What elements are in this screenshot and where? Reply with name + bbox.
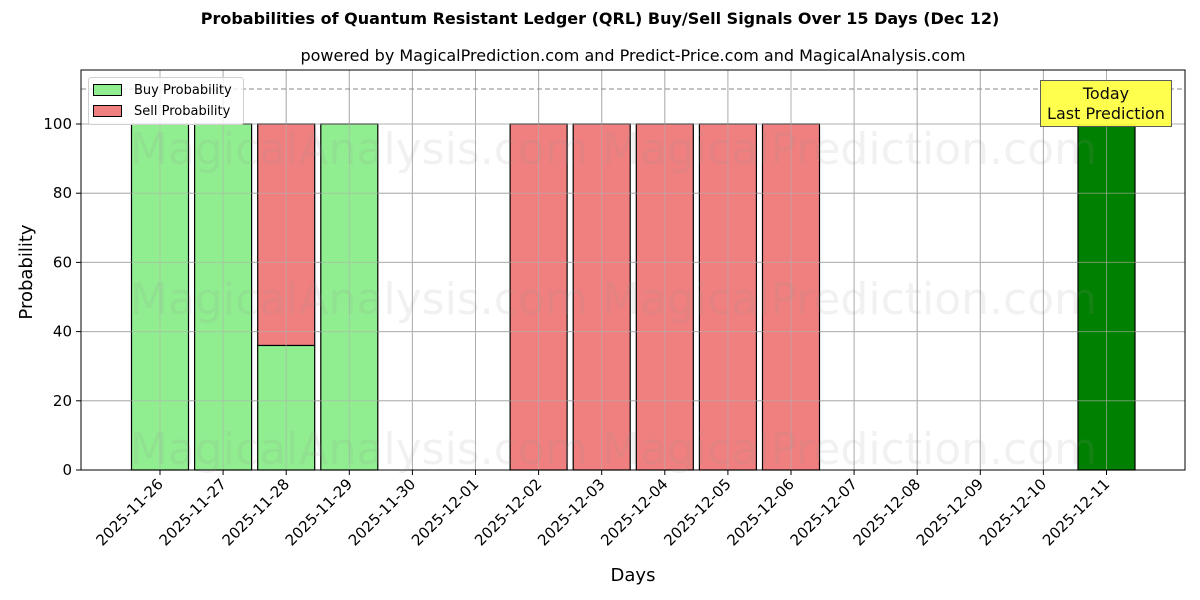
x-tick-label: 2025-11-30 bbox=[345, 475, 419, 549]
x-axis: 2025-11-262025-11-272025-11-282025-11-29… bbox=[92, 470, 1113, 549]
y-tick-label: 0 bbox=[62, 461, 72, 479]
legend: Buy Probability Sell Probability bbox=[88, 77, 244, 125]
y-tick-label: 80 bbox=[53, 184, 72, 202]
chart-title: Probabilities of Quantum Resistant Ledge… bbox=[200, 9, 1000, 28]
legend-sell-label: Sell Probability bbox=[134, 103, 231, 119]
y-tick-label: 60 bbox=[53, 253, 72, 271]
annotation-line-2: Last Prediction bbox=[1047, 104, 1165, 123]
grid-lines-overlay bbox=[81, 70, 1185, 471]
x-tick-label: 2025-11-26 bbox=[92, 475, 166, 549]
annotation-line-1: Today bbox=[1082, 84, 1130, 103]
x-tick-label: 2025-12-10 bbox=[976, 475, 1050, 549]
bars bbox=[130, 123, 1136, 471]
y-tick-label: 20 bbox=[53, 392, 72, 410]
x-tick-label: 2025-11-27 bbox=[156, 475, 230, 549]
today-annotation: Today Last Prediction bbox=[1040, 80, 1172, 127]
x-tick-label: 2025-11-28 bbox=[219, 475, 293, 549]
x-tick-label: 2025-12-05 bbox=[660, 475, 734, 549]
x-tick-label: 2025-12-08 bbox=[850, 475, 924, 549]
legend-item-buy: Buy Probability bbox=[93, 81, 232, 99]
y-axis-label: Probability bbox=[16, 224, 37, 319]
legend-item-sell: Sell Probability bbox=[93, 102, 230, 120]
x-tick-label: 2025-12-01 bbox=[408, 475, 482, 549]
x-axis-label: Days bbox=[611, 565, 656, 586]
x-tick-label: 2025-12-06 bbox=[723, 475, 797, 549]
chart-subtitle: powered by MagicalPrediction.com and Pre… bbox=[300, 46, 966, 65]
y-tick-label: 100 bbox=[43, 115, 72, 133]
x-tick-label: 2025-12-07 bbox=[787, 475, 861, 549]
x-tick-label: 2025-11-29 bbox=[282, 475, 356, 549]
x-tick-label: 2025-12-11 bbox=[1039, 475, 1113, 549]
y-tick-label: 40 bbox=[53, 323, 72, 341]
x-tick-label: 2025-12-09 bbox=[913, 475, 987, 549]
x-tick-label: 2025-12-02 bbox=[471, 475, 545, 549]
legend-buy-label: Buy Probability bbox=[134, 82, 232, 98]
x-tick-label: 2025-12-04 bbox=[597, 475, 671, 549]
x-tick-label: 2025-12-03 bbox=[534, 475, 608, 549]
plot-frame bbox=[80, 69, 1186, 471]
y-axis: 0 20 40 60 80 100 bbox=[43, 115, 81, 479]
buy-swatch-icon bbox=[93, 84, 122, 96]
sell-swatch-icon bbox=[93, 105, 122, 117]
